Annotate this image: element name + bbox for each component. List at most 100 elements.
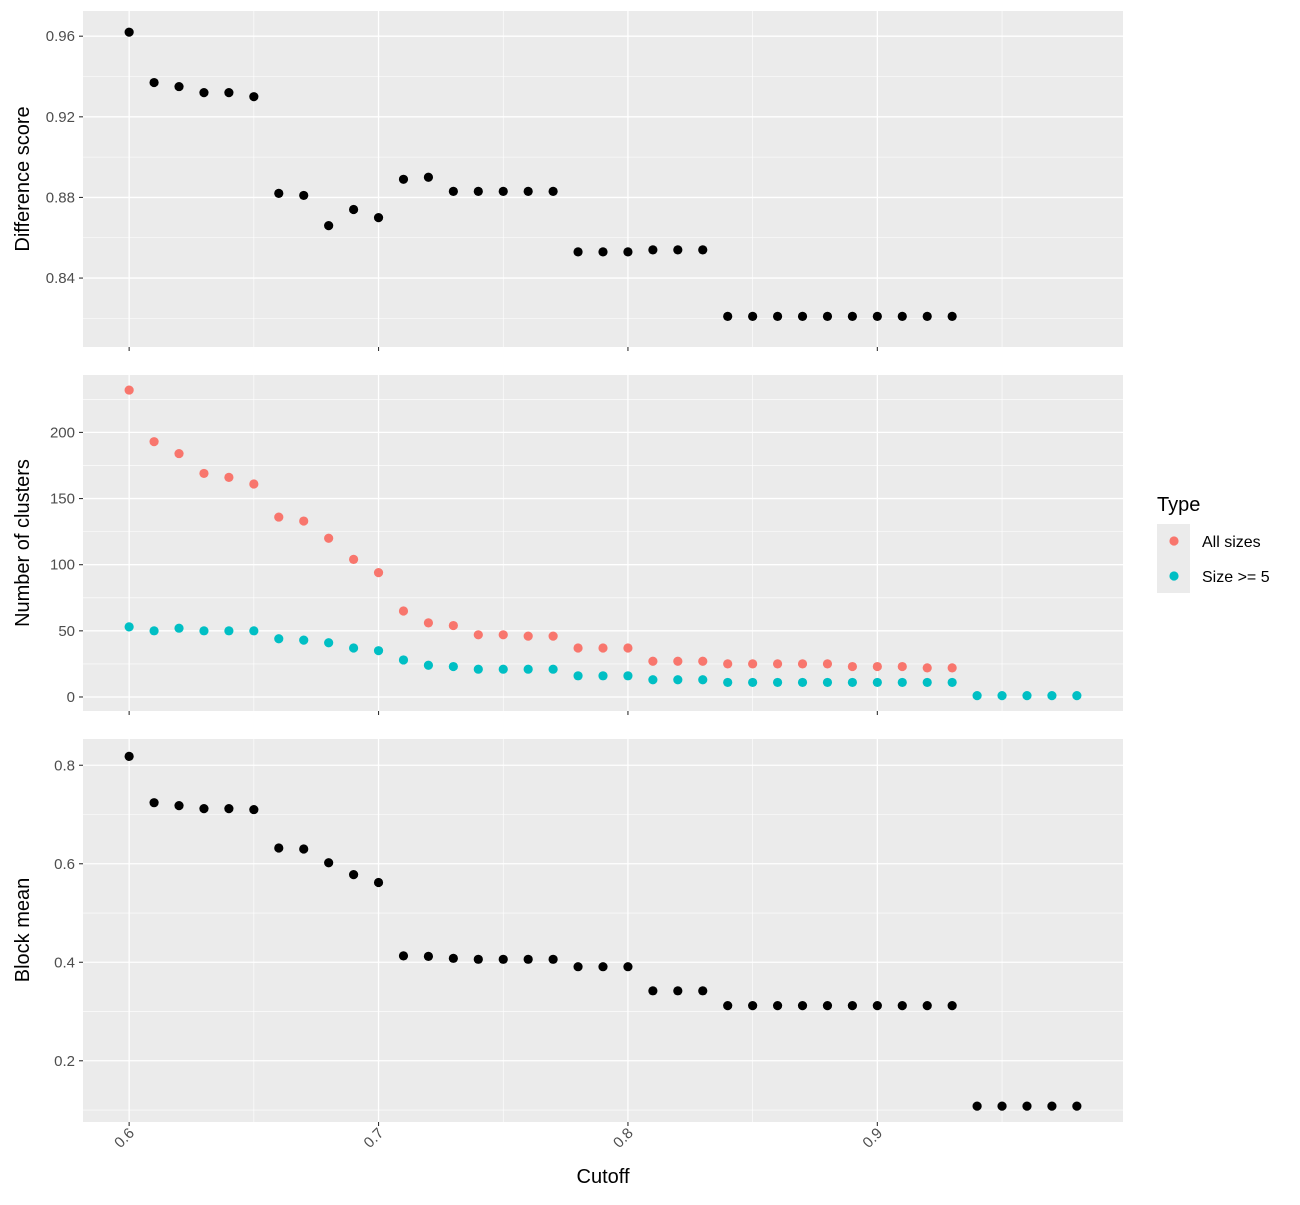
- legend-key-all-sizes: [1169, 536, 1179, 546]
- point-series: [822, 311, 833, 321]
- point-series: [1072, 1101, 1082, 1111]
- panel-background: [83, 739, 1123, 1122]
- legend-key-size-ge-5: [1169, 571, 1179, 581]
- point-all-sizes: [573, 643, 583, 653]
- point-size-5: [373, 646, 384, 656]
- point-series: [274, 188, 284, 199]
- point-all-sizes: [623, 643, 633, 653]
- point-size-5: [448, 661, 458, 672]
- point-size-5: [872, 677, 882, 688]
- point-size-5: [797, 677, 808, 688]
- point-all-sizes: [448, 620, 458, 631]
- point-series: [723, 1001, 733, 1011]
- point-all-sizes: [124, 385, 134, 395]
- y-tick-label: 150: [50, 491, 75, 508]
- point-series: [847, 311, 858, 321]
- y-tick-label: 0.6: [54, 856, 75, 873]
- point-series: [348, 869, 359, 880]
- panel-2: 0 50 100 150 200 Number of clusters: [12, 375, 1123, 715]
- point-size-5: [623, 671, 633, 681]
- y-tick-label: 50: [58, 623, 75, 640]
- point-series: [573, 247, 583, 257]
- point-series: [997, 1101, 1007, 1111]
- point-series: [673, 245, 683, 255]
- point-series: [772, 1001, 783, 1011]
- point-series: [523, 186, 533, 196]
- y-tick-label: 0.4: [54, 954, 75, 971]
- point-series: [698, 245, 708, 255]
- point-all-sizes: [748, 659, 758, 669]
- point-size-5: [224, 626, 234, 636]
- point-size-5: [698, 675, 708, 685]
- point-all-sizes: [698, 656, 708, 666]
- point-series: [922, 1001, 932, 1011]
- point-series: [897, 1001, 907, 1011]
- point-all-sizes: [348, 554, 359, 565]
- point-series: [648, 986, 658, 996]
- point-series: [473, 954, 483, 964]
- point-size-5: [897, 677, 907, 688]
- y-tick-label: 0.8: [54, 757, 75, 774]
- point-size-5: [673, 675, 683, 685]
- point-all-sizes: [598, 643, 608, 653]
- point-series: [448, 186, 458, 196]
- point-series: [224, 803, 234, 814]
- panels-layer: 0.84 0.88 0.92 0.96 Difference score 0 50 100 15…: [12, 11, 1123, 1126]
- point-all-sizes: [772, 659, 783, 669]
- y-axis-title: Block mean: [12, 878, 34, 983]
- point-all-sizes: [947, 663, 957, 673]
- point-series: [623, 247, 633, 257]
- point-size-5: [249, 626, 259, 636]
- point-series: [748, 311, 758, 321]
- point-series: [498, 954, 508, 964]
- legend-label-all-sizes: All sizes: [1202, 534, 1261, 551]
- point-series: [598, 962, 608, 972]
- point-series: [224, 88, 234, 98]
- point-all-sizes: [174, 448, 184, 459]
- point-series: [598, 247, 608, 257]
- point-series: [897, 311, 907, 321]
- point-size-5: [573, 671, 583, 681]
- legend-label-size-ge-5: Size >= 5: [1202, 569, 1270, 586]
- point-all-sizes: [872, 661, 882, 672]
- point-series: [922, 311, 932, 321]
- point-series: [324, 858, 334, 868]
- point-size-5: [822, 677, 833, 688]
- y-tick-label: 0.2: [54, 1053, 75, 1070]
- panel-background: [83, 375, 1123, 711]
- point-size-5: [748, 677, 758, 688]
- y-tick-label: 0.92: [46, 109, 75, 126]
- point-size-5: [324, 638, 334, 648]
- point-series: [249, 92, 259, 102]
- point-series: [299, 190, 309, 201]
- x-tick-label: 0.9: [859, 1125, 886, 1152]
- point-series: [548, 186, 558, 196]
- panel-1: 0.84 0.88 0.92 0.96 Difference score: [12, 11, 1123, 351]
- x-axis-title: Cutoff: [577, 1166, 630, 1188]
- point-series: [398, 174, 409, 184]
- point-all-sizes: [822, 659, 833, 669]
- point-all-sizes: [398, 606, 409, 616]
- point-series: [423, 172, 434, 182]
- point-all-sizes: [274, 512, 284, 522]
- point-series: [398, 951, 409, 961]
- point-series: [274, 843, 284, 853]
- y-tick-label: 0.88: [46, 189, 75, 206]
- point-series: [174, 81, 184, 92]
- point-series: [324, 221, 334, 231]
- point-series: [822, 1001, 833, 1011]
- point-all-sizes: [548, 631, 558, 641]
- point-series: [1022, 1101, 1032, 1111]
- y-axis-title: Number of clusters: [12, 459, 34, 627]
- x-axis: 0.6 0.7 0.8 0.9: [111, 1125, 886, 1152]
- point-size-5: [772, 677, 783, 688]
- point-size-5: [723, 677, 733, 688]
- point-series: [348, 204, 359, 215]
- x-tick-label: 0.8: [610, 1125, 637, 1152]
- y-tick-label: 0.96: [46, 28, 75, 45]
- point-size-5: [523, 664, 533, 674]
- point-size-5: [348, 643, 359, 653]
- y-tick-label: 0.84: [46, 270, 75, 287]
- point-series: [473, 186, 483, 196]
